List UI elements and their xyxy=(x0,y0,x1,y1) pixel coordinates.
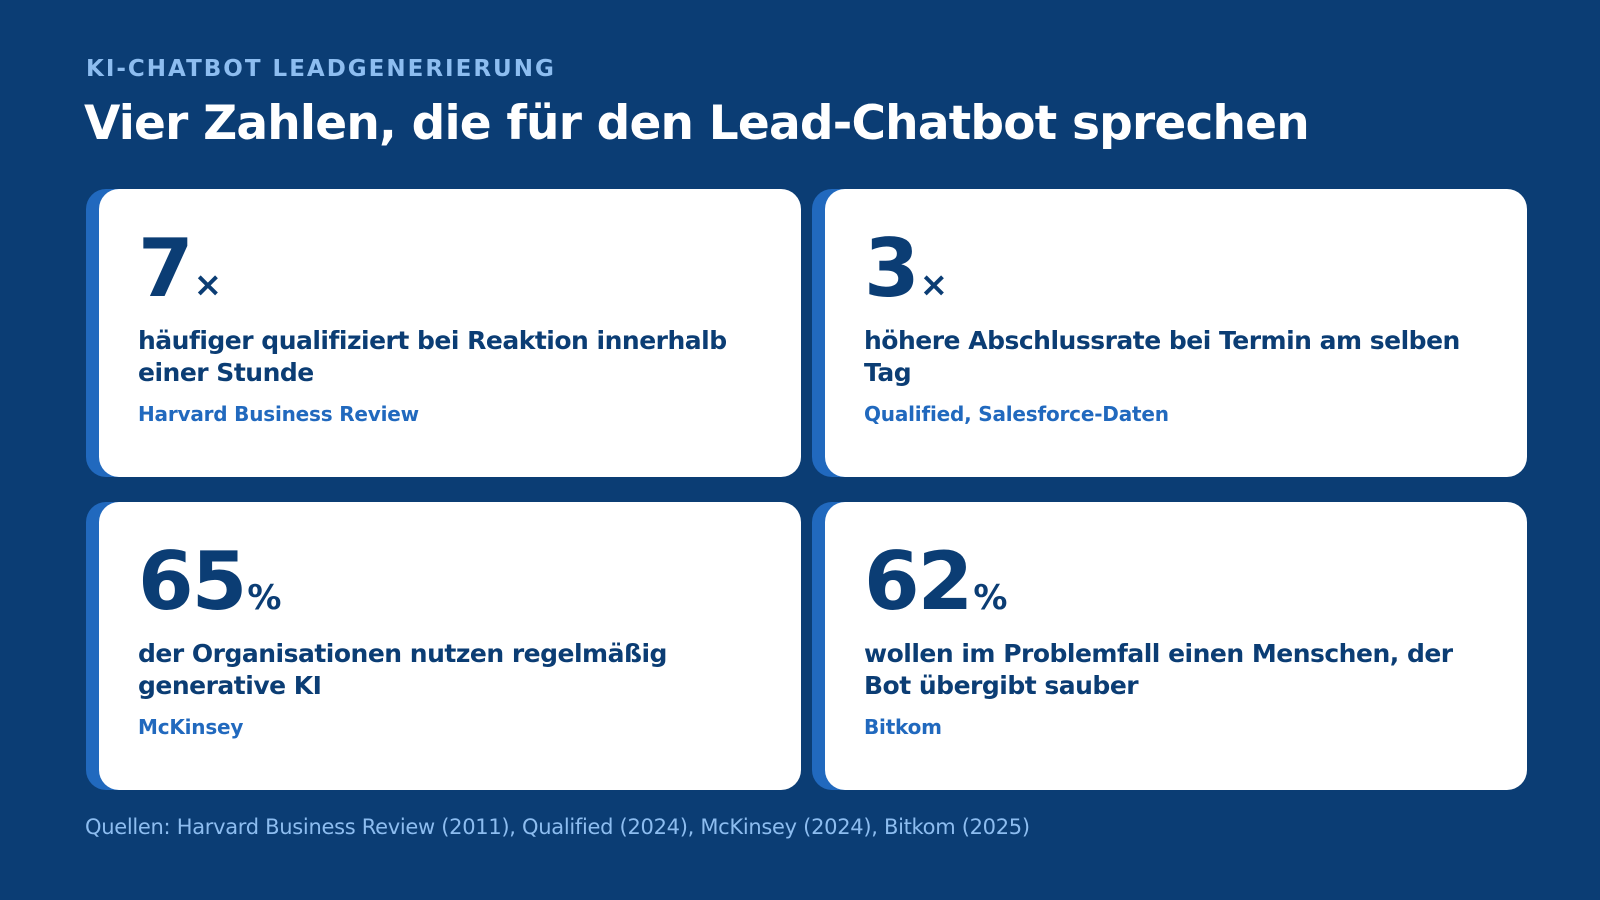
stat-unit: % xyxy=(247,578,282,618)
stat-card: 3 × höhere Abschlussrate bei Termin am s… xyxy=(825,189,1527,477)
eyebrow-label: KI-CHATBOT LEADGENERIERUNG xyxy=(86,56,556,82)
stat-description: der Organisationen nutzen regelmäßig gen… xyxy=(138,639,667,700)
stat-value: 3 × xyxy=(864,229,948,309)
stat-card: 62 % wollen im Problemfall einen Mensche… xyxy=(825,502,1527,790)
stat-description: häufiger qualifiziert bei Reaktion inner… xyxy=(138,326,727,387)
stat-number: 65 xyxy=(138,535,247,628)
page-title: Vier Zahlen, die für den Lead-Chatbot sp… xyxy=(84,96,1310,151)
stat-description: wollen im Problemfall einen Menschen, de… xyxy=(864,639,1453,700)
stat-card: 7 × häufiger qualifiziert bei Reaktion i… xyxy=(99,189,801,477)
stat-unit: % xyxy=(973,578,1008,618)
sources-footer: Quellen: Harvard Business Review (2011),… xyxy=(85,815,1030,839)
stat-unit: × xyxy=(919,265,949,305)
stat-source: Harvard Business Review xyxy=(138,402,419,426)
stat-source: Bitkom xyxy=(864,715,942,739)
stat-value: 65 % xyxy=(138,542,281,622)
stat-number: 7 xyxy=(138,222,194,315)
stat-number: 62 xyxy=(864,535,973,628)
stat-number: 3 xyxy=(864,222,920,315)
stat-source: Qualified, Salesforce-Daten xyxy=(864,402,1169,426)
stat-value: 62 % xyxy=(864,542,1007,622)
stat-source: McKinsey xyxy=(138,715,244,739)
stat-description: höhere Abschlussrate bei Termin am selbe… xyxy=(864,326,1460,387)
stat-card: 65 % der Organisationen nutzen regelmäßi… xyxy=(99,502,801,790)
stat-value: 7 × xyxy=(138,229,222,309)
stat-unit: × xyxy=(193,265,223,305)
